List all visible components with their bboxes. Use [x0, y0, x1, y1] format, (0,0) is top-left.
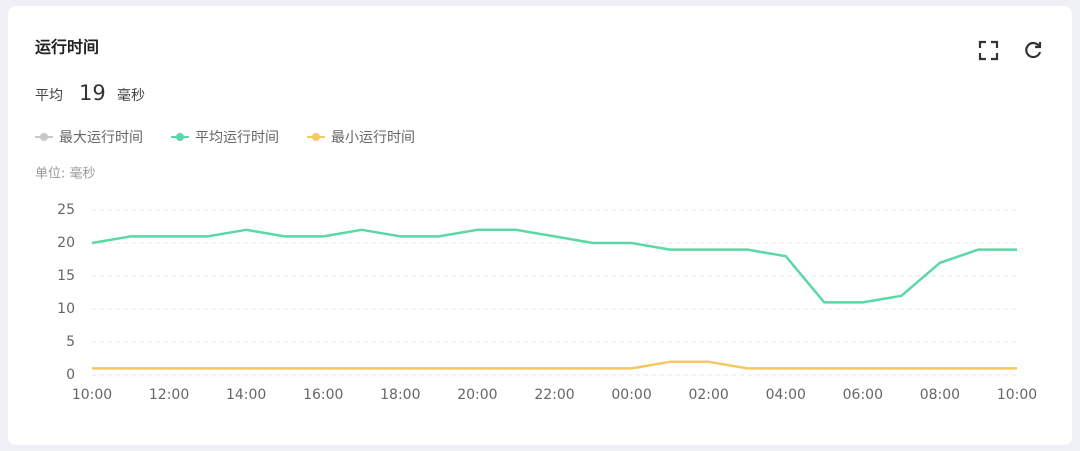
y-tick-label: 0 — [66, 367, 75, 383]
refresh-icon[interactable] — [1025, 41, 1042, 59]
x-tick-label: 14:00 — [226, 387, 266, 403]
avg-value: 19 — [79, 81, 106, 105]
series-line — [92, 360, 1017, 370]
legend-marker[interactable] — [176, 133, 184, 141]
x-tick-label: 22:00 — [534, 387, 574, 403]
y-tick-label: 5 — [66, 334, 75, 350]
y-tick-label: 20 — [57, 235, 75, 251]
x-tick-label: 06:00 — [843, 387, 883, 403]
series-line — [91, 228, 1017, 304]
x-tick-label: 16:00 — [303, 387, 343, 403]
legend-label[interactable]: 最大运行时间 — [59, 130, 143, 146]
legend-label[interactable]: 平均运行时间 — [195, 130, 279, 146]
x-tick-label: 12:00 — [149, 387, 189, 403]
x-tick-label: 10:00 — [72, 387, 112, 403]
avg-label: 平均 — [35, 88, 63, 104]
y-tick-label: 10 — [57, 301, 75, 317]
x-tick-label: 18:00 — [380, 387, 420, 403]
x-tick-label: 20:00 — [457, 387, 497, 403]
legend-marker[interactable] — [40, 133, 48, 141]
card — [8, 6, 1072, 445]
y-tick-label: 25 — [57, 202, 75, 218]
x-tick-label: 00:00 — [611, 387, 651, 403]
card-title: 运行时间 — [35, 38, 99, 57]
avg-unit: 毫秒 — [117, 87, 145, 104]
x-tick-label: 04:00 — [766, 387, 806, 403]
legend-marker[interactable] — [312, 133, 320, 141]
fullscreen-icon[interactable] — [978, 40, 999, 61]
x-tick-label: 02:00 — [688, 387, 728, 403]
x-tick-label: 08:00 — [920, 387, 960, 403]
unit-label: 单位: 毫秒 — [35, 166, 96, 182]
y-tick-label: 15 — [57, 268, 75, 284]
x-tick-label: 10:00 — [997, 387, 1037, 403]
legend-label[interactable]: 最小运行时间 — [331, 130, 415, 146]
